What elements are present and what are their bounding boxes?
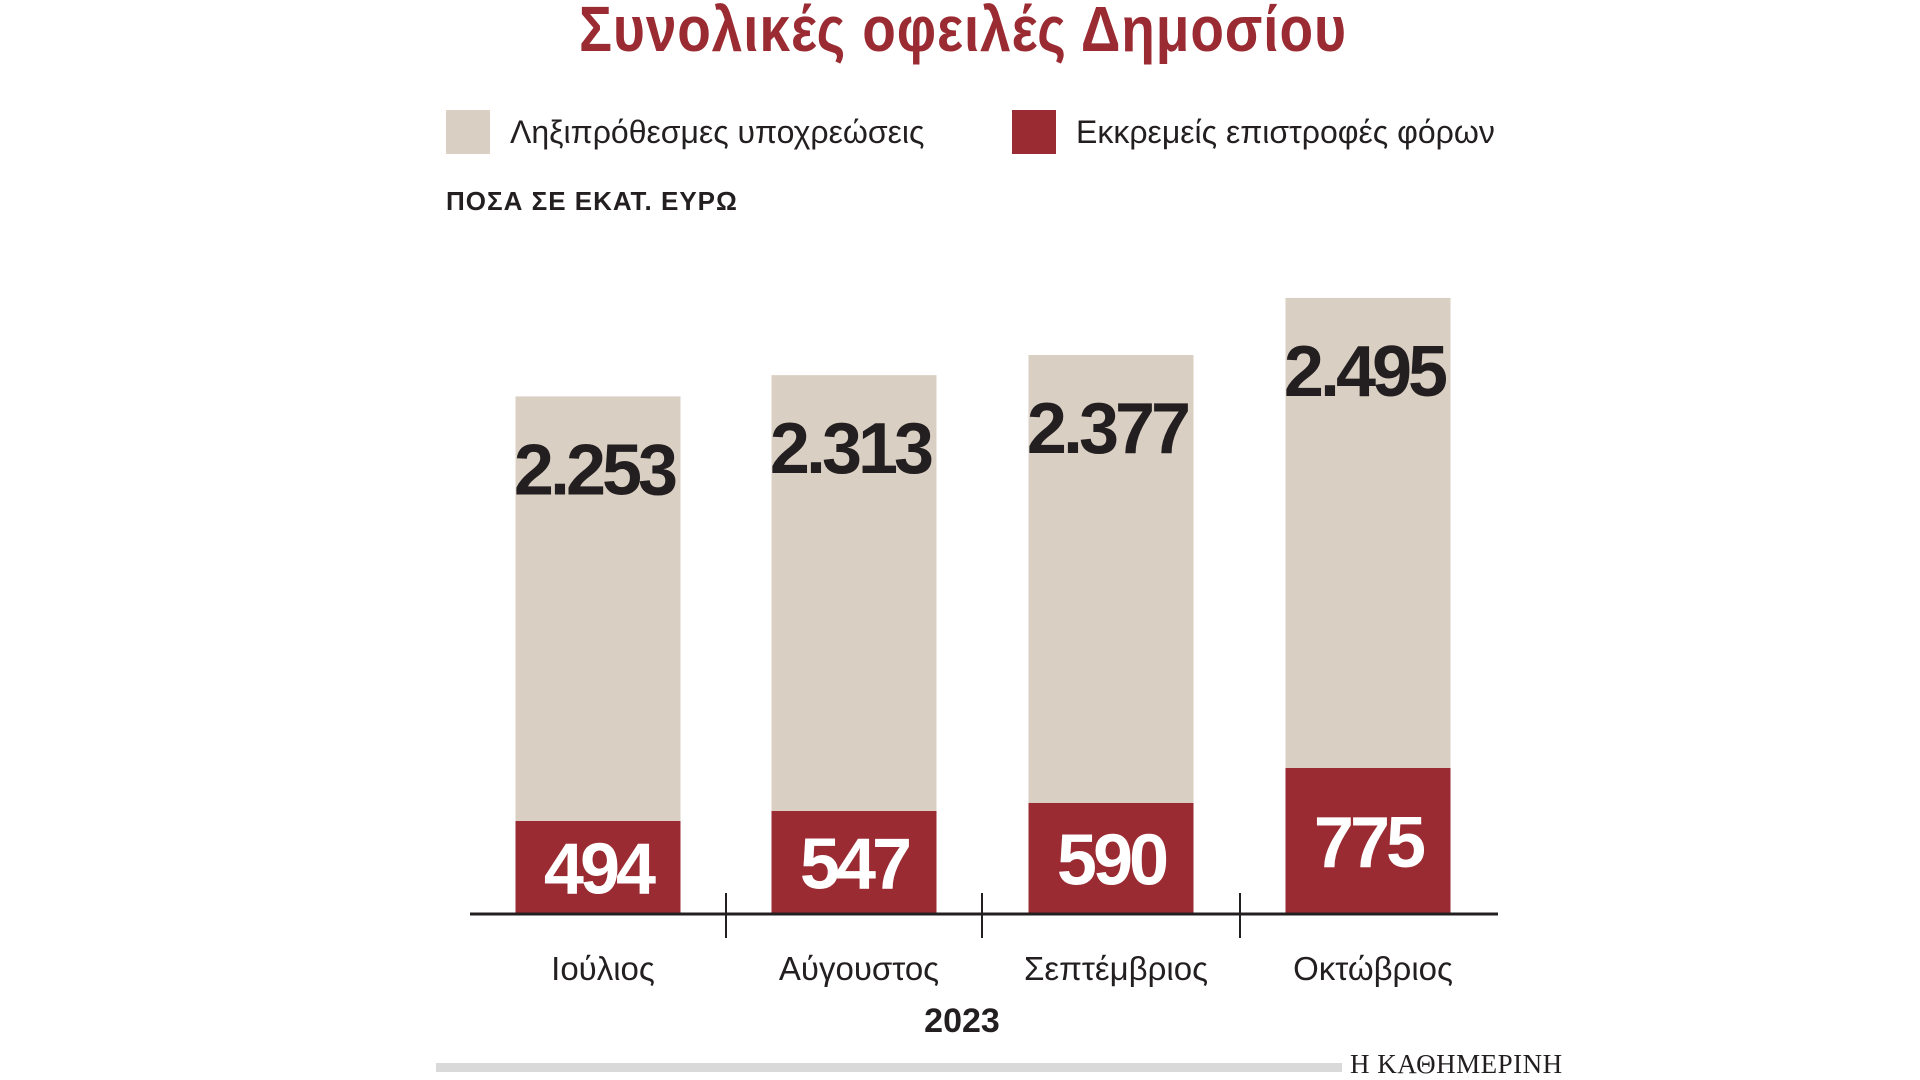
bar-refunds-0 [515,820,681,914]
label-refunds-0: 494 [544,829,656,909]
bar-overdue-1 [771,375,937,811]
label-overdue-1: 2.313 [770,409,932,489]
label-overdue-0: 2.253 [514,430,676,510]
legend-swatch-overdue [446,110,490,154]
label-overdue-2: 2.377 [1027,389,1188,469]
bar-refunds-3 [1285,767,1451,914]
source-divider [436,1063,1342,1072]
bar-overdue-0 [515,396,681,821]
legend-label-overdue: Ληξιπρόθεσμες υποχρεώσεις [510,113,925,150]
x-tick-label-1: Αύγουστος [779,950,939,987]
label-refunds-2: 590 [1057,820,1167,900]
bar-refunds-1 [771,810,937,914]
x-tick-label-0: Ιούλιος [551,950,655,987]
legend-item-refunds: Εκκρεμείς επιστροφές φόρων [1012,110,1495,154]
bar-overdue-3 [1285,297,1451,768]
bar-overdue-2 [1028,355,1194,803]
unit-label: ΠΟΣΑ ΣΕ ΕΚΑΤ. ΕΥΡΩ [446,186,738,216]
label-refunds-3: 775 [1314,803,1425,883]
chart-title: Συνολικές οφειλές Δημοσίου [579,0,1347,65]
legend-item-overdue: Ληξιπρόθεσμες υποχρεώσεις [446,110,924,154]
source-label: Η ΚΑΘΗΜΕΡΙΝΗ [1350,1049,1563,1079]
x-tick-label-3: Οκτώβριος [1293,950,1453,987]
bar-refunds-2 [1028,802,1194,914]
legend-label-refunds: Εκκρεμείς επιστροφές φόρων [1076,113,1495,150]
label-refunds-1: 547 [800,824,909,904]
x-axis-title: 2023 [924,1002,1000,1040]
label-overdue-3: 2.495 [1284,332,1447,412]
legend-swatch-refunds [1012,110,1056,154]
x-tick-label-2: Σεπτέμβριος [1024,950,1208,987]
